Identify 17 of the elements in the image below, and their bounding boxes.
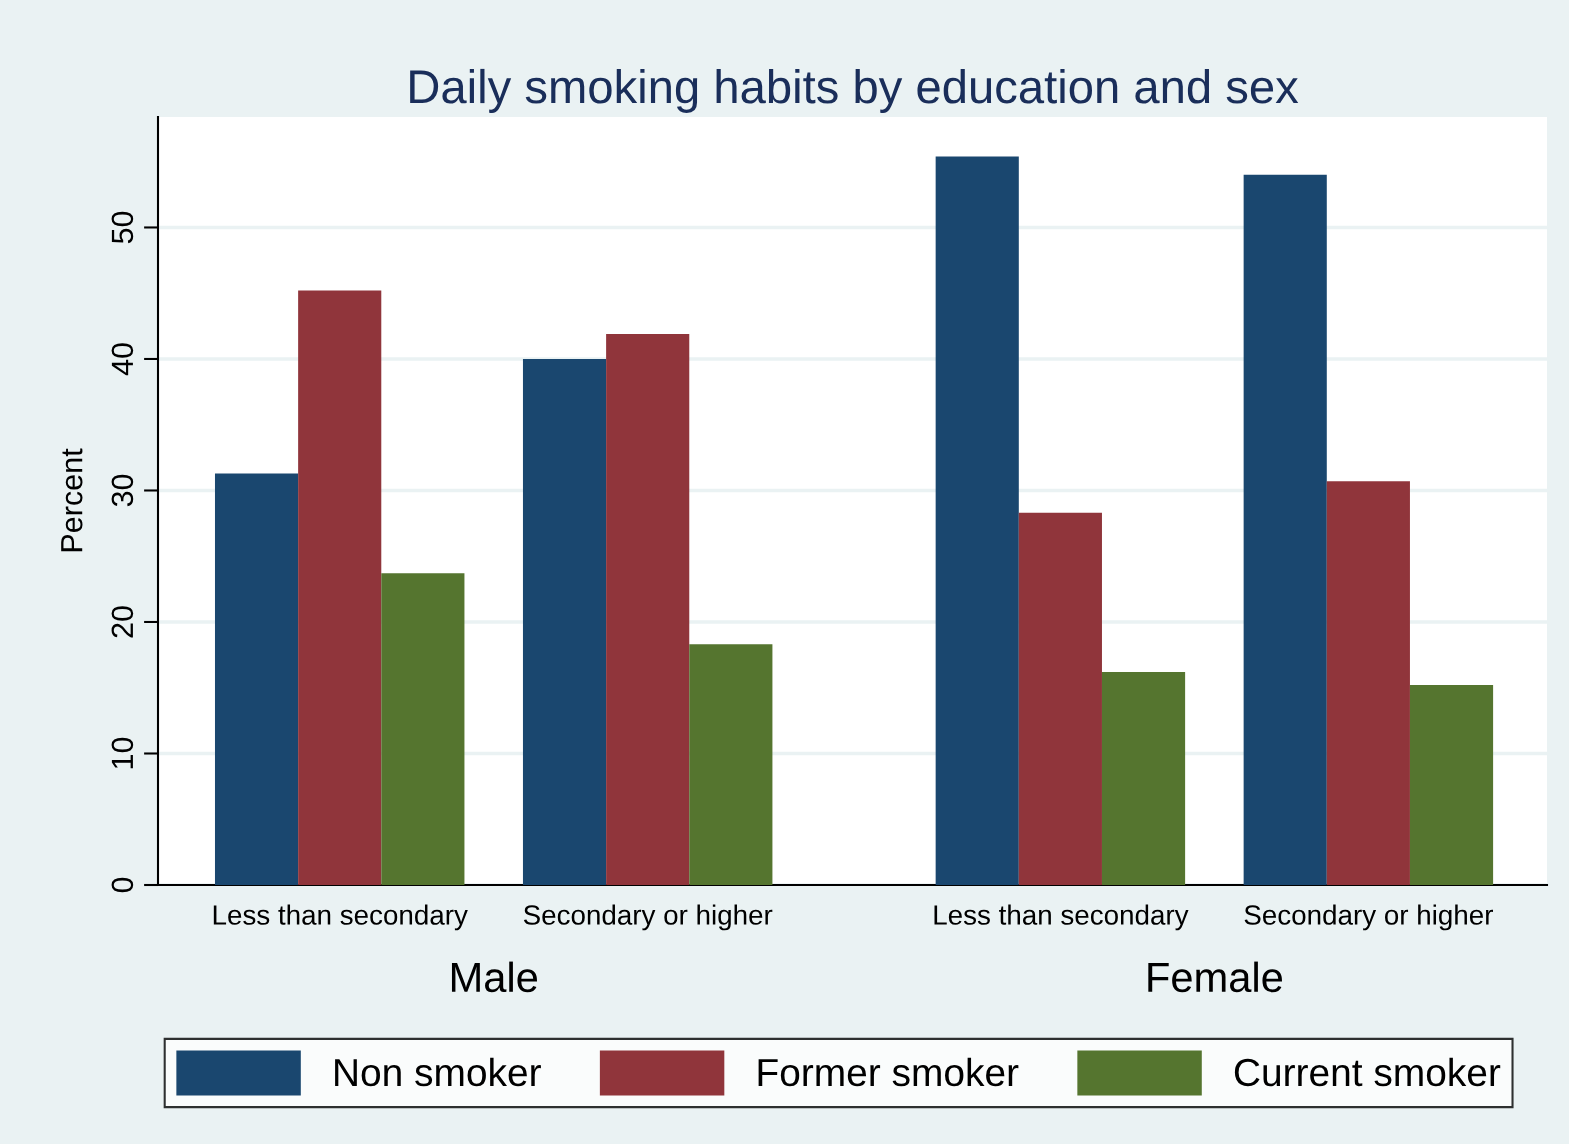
x-tick-label: Secondary or higher — [1244, 904, 1493, 931]
legend-label: Former smoker — [758, 1057, 1019, 1087]
text: Male — [451, 961, 538, 993]
y-tick-label: 10 — [111, 737, 134, 769]
y-tick-label: 20 — [111, 606, 134, 638]
y-axis-title: Percent — [61, 448, 83, 552]
y-tick-label: 50 — [111, 211, 134, 244]
legend-label: Non smoker — [335, 1057, 541, 1087]
legend-label: Current smoker — [1234, 1057, 1501, 1087]
x-tick-label: Less than secondary — [934, 904, 1189, 931]
chart-title: Daily smoking habits by education and sex — [410, 68, 1299, 113]
x-tick-label: Less than secondary — [213, 904, 468, 931]
y-tick-label: 30 — [111, 474, 134, 507]
y-tick-label: 40 — [111, 343, 134, 376]
text: Female — [1148, 961, 1282, 993]
y-tick-label: 0 — [111, 877, 134, 893]
x-tick-label: Secondary or higher — [523, 904, 773, 931]
